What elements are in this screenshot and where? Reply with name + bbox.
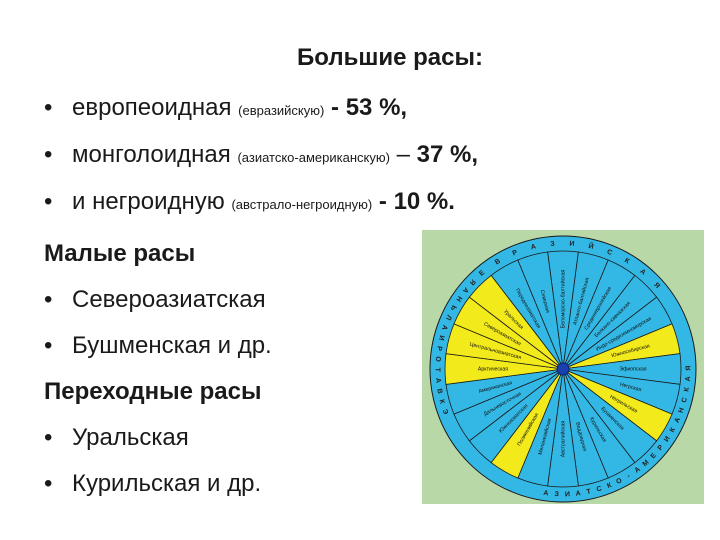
ring-label-eurasian: Р (512, 249, 519, 257)
ring-label-asian-american: Р (657, 444, 666, 452)
ring-label-eurasian: И (569, 240, 575, 247)
sector-label: Австралийская (559, 421, 566, 458)
ring-label-eurasian: З (550, 241, 556, 248)
sector-label: Эфиопская (619, 366, 646, 372)
ring-label-asian-american: А (543, 490, 549, 498)
ring-label-asian-american: С (681, 397, 689, 404)
ring-label-asian-american: З (554, 491, 559, 498)
race-note: (евразийскую) (238, 103, 325, 118)
race-name: Уральская (72, 424, 189, 451)
small-races-heading: Малые расы (44, 240, 196, 267)
ring-label-equatorial: Э (441, 408, 449, 415)
ring-label-asian-american: Н (678, 407, 686, 414)
race-percent: 37 %, (416, 141, 478, 168)
list-item: • и негроидную (австрало-негроидную) - 10… (44, 180, 478, 227)
list-item: • Бушменская и др. (44, 332, 272, 360)
ring-label-asian-american: М (642, 459, 651, 468)
race-name: Североазиатская (72, 286, 266, 313)
list-item: • Уральская (44, 424, 189, 452)
ring-label-asian-american: О (615, 477, 623, 486)
ring-label-asian-american: - (626, 472, 632, 480)
center-dot (556, 362, 570, 376)
list-item: • Курильская и др. (44, 470, 261, 498)
ring-label-equatorial: А (461, 286, 470, 294)
bullet: • (44, 424, 53, 451)
ring-label-equatorial: Т (434, 368, 441, 373)
ring-label-eurasian: С (606, 249, 613, 257)
race-name: европеоидная (72, 94, 232, 121)
races-wheel-svg: Беломорско-балтийская Атланто-балтийскаяС… (429, 235, 697, 503)
ring-label-asian-american: И (663, 435, 672, 443)
race-sep: - (331, 94, 340, 121)
race-percent: 53 %, (345, 94, 408, 121)
bullet: • (44, 470, 53, 497)
race-sector (517, 251, 564, 370)
race-note: (азиатско-американскую) (237, 150, 390, 165)
ring-label-equatorial: В (435, 388, 443, 394)
race-note: (австрало-негроидную) (231, 197, 373, 212)
sector-label: Беломорско-балтийская (559, 270, 566, 329)
race-name: Бушменская и др. (72, 332, 272, 359)
ring-label-equatorial: И (437, 334, 445, 341)
ring-label-asian-american: А (575, 490, 581, 498)
ring-label-asian-american: А (685, 376, 692, 382)
race-percent: 10 %. (393, 188, 455, 215)
bullet: • (44, 286, 53, 313)
ring-label-equatorial: Л (444, 314, 452, 321)
ring-label-equatorial: Н (454, 294, 463, 302)
ring-label-eurasian: Е (478, 269, 486, 278)
ring-label-asian-american: С (596, 485, 603, 493)
ring-label-eurasian: К (623, 257, 631, 266)
bullet: • (44, 94, 53, 121)
page-title: Большие расы: (297, 44, 483, 71)
sector-label: Негрская (619, 382, 642, 394)
races-wheel-diagram: Беломорско-балтийская Атланто-балтийская С… (422, 230, 704, 504)
ring-label-eurasian: Й (588, 241, 595, 251)
sector-label: Арктическая (478, 366, 508, 372)
list-item: • Североазиатская (44, 286, 266, 314)
ring-label-asian-american: Т (586, 488, 592, 496)
ring-label-equatorial: А (434, 378, 441, 384)
ring-label-asian-american: К (669, 426, 678, 434)
ring-label-asian-american: А (634, 466, 642, 475)
big-races-list: • европеоидная (евразийскую) - 53 %, • мон… (44, 86, 478, 227)
ring-label-asian-american: К (683, 386, 691, 392)
ring-label-eurasian: Я (652, 282, 661, 290)
ring-label-asian-american: Е (650, 452, 659, 460)
bullet: • (44, 141, 53, 168)
list-item: • европеоидная (евразийскую) - 53 %, (44, 86, 478, 133)
ring-label-asian-american: Я (685, 366, 692, 371)
ring-label-eurasian: В (494, 258, 502, 267)
ring-label-asian-american: К (606, 482, 613, 490)
ring-label-equatorial: Я (468, 278, 477, 286)
sector-label: Северная (539, 289, 551, 314)
transitional-races-heading: Переходные расы (44, 378, 262, 405)
race-name: Курильская и др. (72, 470, 262, 497)
ring-label-equatorial: Ь (449, 304, 458, 312)
race-sep: - (378, 188, 387, 215)
race-name: и негроидную (72, 188, 225, 215)
ring-label-equatorial: Р (435, 345, 443, 351)
ring-label-asian-american: И (565, 491, 570, 498)
ring-label-equatorial: О (434, 356, 441, 363)
ring-label-eurasian: А (530, 243, 537, 251)
bullet: • (44, 332, 53, 359)
bullet: • (44, 188, 53, 215)
ring-label-eurasian: А (638, 268, 646, 277)
list-item: • монголоидная (азиатско-американскую) – … (44, 133, 478, 180)
ring-label-equatorial: К (438, 399, 446, 406)
ring-label-equatorial: А (440, 324, 448, 331)
race-sep: – (396, 141, 410, 168)
ring-label-asian-american: А (674, 417, 682, 424)
race-name: монголоидная (72, 141, 231, 168)
